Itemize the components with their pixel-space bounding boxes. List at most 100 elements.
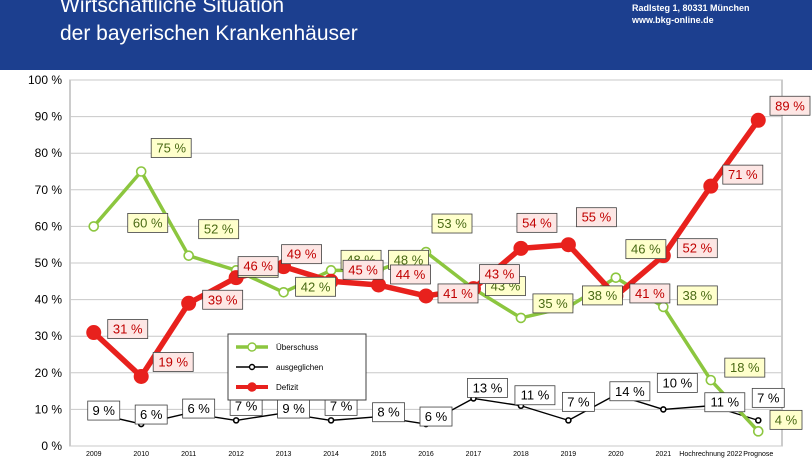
y-tick-label: 70 %	[35, 183, 63, 197]
data-label: 44 %	[396, 267, 426, 282]
data-point	[183, 250, 194, 261]
data-label: 6 %	[140, 407, 163, 422]
data-label-box	[281, 244, 323, 265]
y-tick-label: 20 %	[35, 366, 63, 380]
data-label: 39 %	[208, 292, 238, 307]
x-tick-label: 2017	[466, 451, 482, 458]
data-point	[371, 277, 387, 293]
data-label-box	[562, 391, 595, 412]
data-point	[750, 112, 766, 128]
x-tick-label: 2010	[133, 451, 149, 458]
data-label-box	[704, 392, 746, 413]
data-label: 48 %	[394, 252, 424, 267]
data-label-box	[150, 138, 192, 158]
data-label: 53 %	[437, 216, 467, 231]
data-label-box	[467, 378, 508, 398]
data-label: 13 %	[473, 380, 503, 395]
data-label: 52 %	[204, 222, 234, 237]
data-point	[754, 417, 762, 424]
line-chart: 0 % 10 % 20 % 30 % 40 % 50 % 60 % 70 % 80 % 90 % 1…	[28, 73, 811, 458]
legend-entry: ausgeglichen	[276, 363, 323, 372]
title-line-1: Wirtschaftliche Situation	[60, 0, 285, 17]
legend-marker	[247, 342, 257, 352]
x-tick-label: 2013	[276, 451, 292, 458]
data-point	[610, 272, 622, 283]
x-tick-label: 2011	[181, 451, 196, 458]
legend-marker	[247, 382, 257, 392]
data-label: 35 %	[538, 296, 568, 311]
y-tick-label: 10 %	[35, 402, 63, 416]
data-point	[325, 265, 337, 276]
data-label-box	[431, 213, 473, 234]
header-banner: Wirtschaftliche Situation der bayerische…	[0, 0, 812, 70]
data-point	[660, 406, 667, 413]
data-label: 11 %	[521, 388, 550, 403]
address-line: Radlsteg 1, 80331 München	[632, 3, 750, 13]
data-label: 49 %	[287, 247, 317, 262]
data-label-box	[479, 264, 520, 285]
data-point	[278, 286, 289, 298]
website-line: www.bkg-online.de	[632, 15, 714, 25]
data-label-box	[237, 256, 279, 277]
data-label-box	[202, 289, 244, 310]
data-label: 42 %	[301, 279, 331, 294]
data-point	[133, 368, 149, 384]
data-label-box	[198, 219, 240, 240]
data-label-box	[107, 319, 149, 339]
data-label: 7 %	[567, 394, 590, 409]
data-label-box	[629, 283, 671, 304]
data-point	[181, 295, 197, 311]
data-label-box	[676, 285, 718, 306]
data-label: 43 %	[485, 267, 515, 282]
data-label-box	[152, 352, 194, 372]
data-label: 54 %	[522, 215, 552, 230]
data-label-box	[372, 402, 405, 423]
data-point	[705, 374, 717, 386]
x-tick-label: 2015	[371, 451, 387, 458]
data-label: 52 %	[683, 241, 713, 256]
data-label: 7 %	[330, 398, 353, 413]
data-label-box	[676, 238, 718, 259]
data-label-box	[751, 387, 785, 408]
data-point	[703, 178, 719, 194]
data-label-box	[724, 357, 766, 378]
data-label-box	[722, 164, 764, 185]
data-label: 7 %	[757, 390, 780, 405]
data-label: 18 %	[730, 360, 760, 375]
data-label-box	[656, 372, 698, 393]
data-label: 10 %	[663, 375, 693, 390]
y-tick-label: 40 %	[35, 293, 63, 307]
data-point	[658, 301, 669, 313]
y-tick-label: 60 %	[35, 219, 63, 233]
x-tick-label: Prognose	[743, 451, 773, 458]
data-label-box	[437, 283, 479, 304]
data-label-box	[134, 404, 168, 425]
data-label: 11 %	[710, 395, 739, 410]
legend-entry: Defizit	[276, 383, 299, 392]
data-label-box	[516, 212, 558, 233]
x-tick-label: 2014	[323, 451, 339, 458]
data-label-box	[127, 212, 169, 233]
data-label: 45 %	[348, 262, 378, 277]
data-label-box	[342, 259, 384, 280]
data-label-box	[625, 239, 667, 260]
data-label-box	[769, 409, 803, 430]
data-label: 46 %	[243, 259, 273, 274]
data-label: 46 %	[631, 242, 661, 257]
x-tick-label: 2020	[608, 451, 624, 458]
data-point	[565, 417, 572, 424]
data-point	[560, 237, 576, 253]
data-label-box	[87, 400, 121, 421]
data-label-box	[532, 293, 574, 314]
data-label-box	[182, 398, 216, 419]
data-label: 75 %	[156, 141, 186, 156]
data-label-box	[419, 406, 453, 427]
x-tick-label: 2012	[228, 451, 244, 458]
data-label: 31 %	[113, 322, 143, 337]
legend-entry: Überschuss	[276, 343, 318, 352]
data-label-box	[390, 264, 431, 285]
data-point	[752, 426, 764, 437]
data-point	[515, 312, 527, 324]
data-label: 9 %	[93, 403, 116, 418]
data-label-box	[576, 207, 617, 228]
